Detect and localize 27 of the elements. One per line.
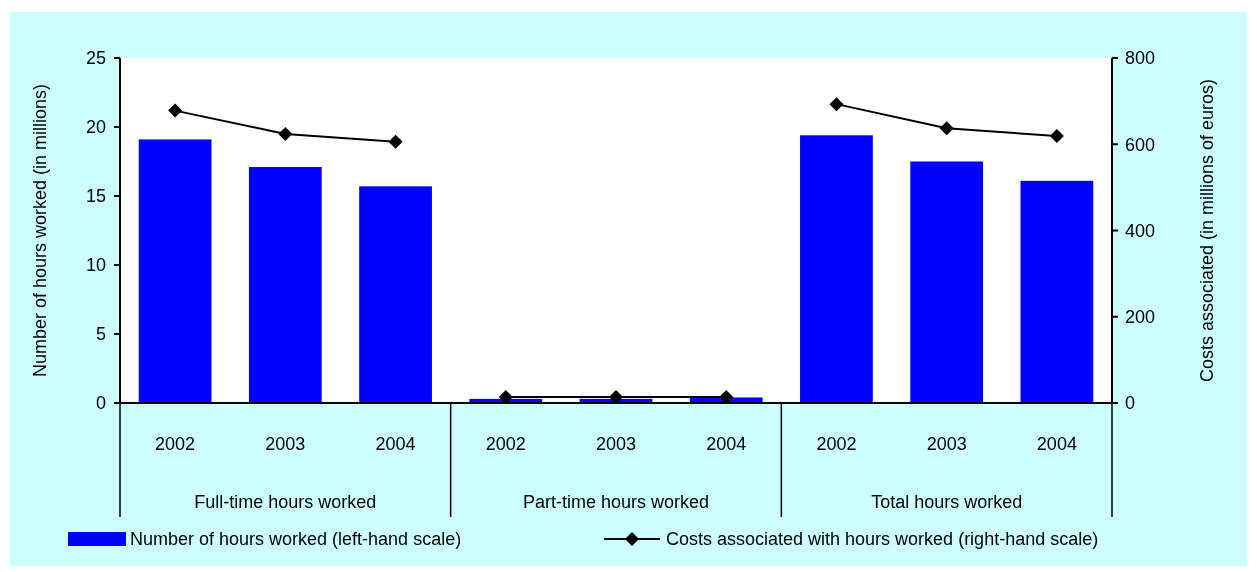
y-axis-title: Number of hours worked (in millions) bbox=[30, 83, 51, 378]
x-tick-label: 2004 bbox=[706, 434, 747, 455]
y-tick-label: 20 bbox=[85, 117, 106, 138]
y2-tick-label: 200 bbox=[1125, 307, 1156, 328]
x-tick-label: 2002 bbox=[485, 434, 526, 455]
y2-axis-title: Costs associated (in millions of euros) bbox=[1197, 78, 1218, 383]
text: Part-time hours worked bbox=[522, 492, 710, 513]
x-tick-label: 2004 bbox=[1036, 434, 1077, 455]
x-tick-label: 2003 bbox=[265, 434, 306, 455]
y-tick-label: 25 bbox=[85, 48, 106, 69]
y2-tick-label: 800 bbox=[1125, 48, 1156, 69]
legend-label: Costs associated with hours worked (right-hand scale) bbox=[666, 529, 1099, 550]
y2-tick-label: 600 bbox=[1125, 134, 1156, 155]
x-tick-label: 2004 bbox=[375, 434, 416, 455]
x-tick-label: 2003 bbox=[595, 434, 637, 455]
text: Total hours worked bbox=[871, 492, 1023, 513]
x-tick-label: 2002 bbox=[155, 434, 196, 455]
y-tick-label: 5 bbox=[95, 324, 106, 345]
y-tick-label: 10 bbox=[85, 255, 106, 276]
x-tick-label: 2003 bbox=[926, 434, 967, 455]
x-tick-label: 2002 bbox=[816, 434, 857, 455]
text: Full-time hours worked bbox=[194, 492, 377, 513]
y2-tick-label: 400 bbox=[1125, 220, 1156, 241]
legend-label: Number of hours worked (left-hand scale) bbox=[130, 529, 462, 550]
y-tick-label: 0 bbox=[95, 393, 106, 414]
y-tick-label: 15 bbox=[85, 186, 106, 207]
y2-tick-label: 0 bbox=[1125, 393, 1136, 414]
